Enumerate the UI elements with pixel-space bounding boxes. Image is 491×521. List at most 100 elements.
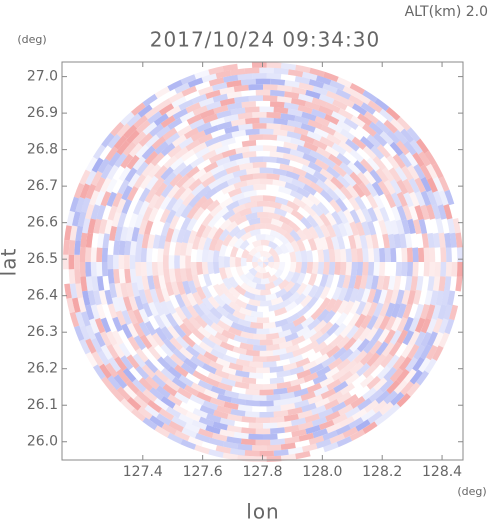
echo-cell [233,237,245,249]
echo-cell [297,175,313,187]
echo-cell [347,348,361,363]
echo-cell [432,190,443,206]
echo-cell [124,268,132,284]
echo-cell [255,283,266,290]
x-tick-label: 127.6 [183,464,223,480]
echo-cell [325,235,334,250]
echo-cell [251,239,262,248]
echo-cell [295,156,311,167]
echo-cell [171,312,184,327]
echo-cell [91,157,104,173]
echo-cell [368,388,384,403]
echo-cell [362,123,377,137]
echo-cell [429,247,436,262]
echo-cell [75,311,85,327]
echo-cell [395,262,402,277]
echo-cell [185,166,200,179]
echo-cell [377,328,390,344]
echo-cell [263,361,277,368]
echo-cell [179,164,194,178]
echo-cell [315,438,332,449]
echo-cell [254,265,262,273]
echo-cell [263,256,267,262]
echo-cell [270,427,285,435]
echo-cell [239,342,254,351]
echo-cell [376,144,391,159]
echo-cell [300,316,315,329]
echo-cell [358,182,372,197]
echo-cell [218,255,225,269]
echo-cell [277,84,293,93]
echo-cell [251,255,259,262]
echo-cell [63,239,70,255]
echo-cell [203,125,219,136]
echo-cell [138,289,148,305]
y-tick-label: 26.6 [27,215,58,231]
echo-cell [325,410,341,422]
echo-cell [109,225,118,241]
echo-cell [437,204,447,220]
echo-cell [112,316,123,332]
echo-cell [122,367,137,383]
echo-cell [108,357,121,373]
echo-cell [137,406,153,420]
x-tick-label: 127.8 [242,464,282,480]
echo-cell [302,227,314,241]
echo-cell [274,245,284,256]
echo-cell [251,262,259,269]
echo-cell [241,140,257,148]
echo-cell [194,315,208,329]
echo-cell [353,234,362,249]
echo-cell [74,240,81,255]
echo-cell [257,258,263,262]
echo-cell [414,331,426,347]
echo-cell [205,424,221,435]
echo-cell [364,111,379,125]
echo-cell [233,180,248,190]
echo-cell [222,354,238,364]
echo-cell [263,195,276,203]
echo-cell [373,302,384,318]
echo-cell [64,283,72,299]
echo-cell [187,77,204,88]
echo-cell [280,442,296,450]
echo-cell [160,343,174,358]
echo-cell [177,124,193,137]
echo-cell [319,321,334,335]
echo-cell [283,413,299,422]
echo-cell [284,182,299,192]
echo-cell [304,413,320,423]
echo-cell [138,219,148,235]
echo-cell [375,120,390,134]
y-tick-label: 26.2 [27,361,58,377]
echo-cell [229,256,236,268]
echo-cell [90,247,97,262]
echo-cell [300,216,313,230]
echo-cell [151,262,159,276]
echo-cell [201,73,217,83]
echo-cell [378,219,388,235]
echo-cell [277,420,292,428]
echo-cell [142,388,158,403]
echo-cell [190,130,206,142]
echo-cell [81,197,91,213]
echo-cell [168,255,175,269]
echo-cell [121,185,133,201]
echo-cell [248,267,258,277]
echo-cell [237,404,253,412]
echo-cell [116,123,131,138]
echo-cell [113,135,128,150]
echo-cell [407,218,416,234]
echo-cell [376,275,385,291]
echo-cell [169,337,183,351]
echo-cell [283,280,296,293]
echo-cell [241,427,256,435]
echo-cell [360,374,375,388]
echo-cell [224,256,230,268]
echo-cell [268,240,278,250]
echo-cell [280,403,296,411]
echo-cell [97,233,105,248]
echo-cell [253,184,267,191]
echo-cell [91,351,104,367]
echo-cell [324,145,340,158]
